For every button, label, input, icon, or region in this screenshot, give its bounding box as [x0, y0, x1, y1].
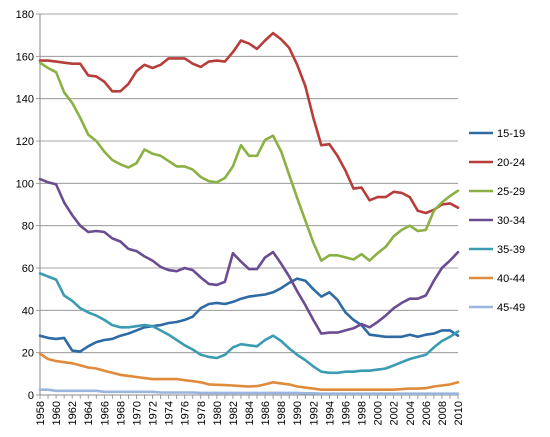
x-tick-label: 1986: [260, 401, 272, 425]
x-tick-label: 1990: [292, 401, 304, 425]
series-line-30-34: [38, 177, 460, 335]
x-tick-label: 1988: [276, 401, 288, 425]
y-tick-label: 100: [16, 178, 34, 190]
grid-lines: [40, 13, 458, 354]
x-tick-label: 1984: [244, 401, 256, 425]
legend-label-20-24: 20-24: [497, 157, 525, 169]
x-tick-label: 1980: [212, 401, 224, 425]
axes: [36, 13, 459, 399]
x-tick-label: 2010: [453, 401, 465, 425]
x-tick-label: 2006: [421, 401, 433, 425]
y-tick-label: 60: [22, 263, 34, 275]
x-tick-label: 2004: [405, 401, 417, 425]
y-tick-label: 40: [22, 305, 34, 317]
x-tick-label: 2002: [389, 401, 401, 425]
series-line-45-49: [38, 388, 460, 396]
x-tick-label: 1960: [51, 401, 63, 425]
y-axis-tick-labels: 0 20 40 60 80 100 120 140 160 180: [16, 9, 34, 402]
x-tick-label: 1974: [164, 401, 176, 425]
x-tick-label: 1998: [357, 401, 369, 425]
x-tick-label: 1962: [67, 401, 79, 425]
y-tick-label: 160: [16, 51, 34, 63]
x-tick-label: 1982: [228, 401, 240, 425]
series-line-40-44: [38, 352, 460, 392]
x-axis-tick-labels: 1958 1960 1962 1964 1966 1968 1970 1972 1974 1976…: [35, 401, 465, 425]
series-line-35-39: [38, 271, 460, 375]
x-tick-label: 1966: [99, 401, 111, 425]
x-tick-label: 1978: [196, 401, 208, 425]
legend-label-45-49: 45-49: [497, 302, 525, 314]
y-tick-label: 140: [16, 94, 34, 106]
x-tick-label: 1970: [131, 401, 143, 425]
x-tick-label: 1958: [35, 401, 47, 425]
x-tick-label: 1996: [340, 401, 352, 425]
legend-label-35-39: 35-39: [497, 244, 525, 256]
x-tick-label: 1964: [83, 401, 95, 425]
y-tick-label: 0: [28, 390, 34, 402]
series-line-25-29: [38, 61, 460, 262]
legend-label-25-29: 25-29: [497, 186, 525, 198]
y-tick-label: 120: [16, 136, 34, 148]
x-tick-label: 1994: [324, 401, 336, 425]
legend: 15-19 20-24 25-29 30-34 35-39 40-44 45-49: [469, 128, 525, 314]
series-line-15-19: [38, 277, 460, 353]
legend-label-40-44: 40-44: [497, 273, 525, 285]
x-tick-label: 1992: [308, 401, 320, 425]
x-tick-label: 1968: [115, 401, 127, 425]
legend-label-15-19: 15-19: [497, 128, 525, 140]
series-line-20-24: [38, 31, 460, 215]
y-tick-label: 80: [22, 221, 34, 233]
x-tick-label: 2008: [437, 401, 449, 425]
plot-series: [38, 31, 460, 396]
y-tick-label: 180: [16, 9, 34, 21]
legend-label-30-34: 30-34: [497, 215, 525, 227]
x-tick-label: 1972: [148, 401, 160, 425]
x-tick-label: 1976: [180, 401, 192, 425]
x-tick-label: 2000: [373, 401, 385, 425]
y-tick-label: 20: [22, 348, 34, 360]
